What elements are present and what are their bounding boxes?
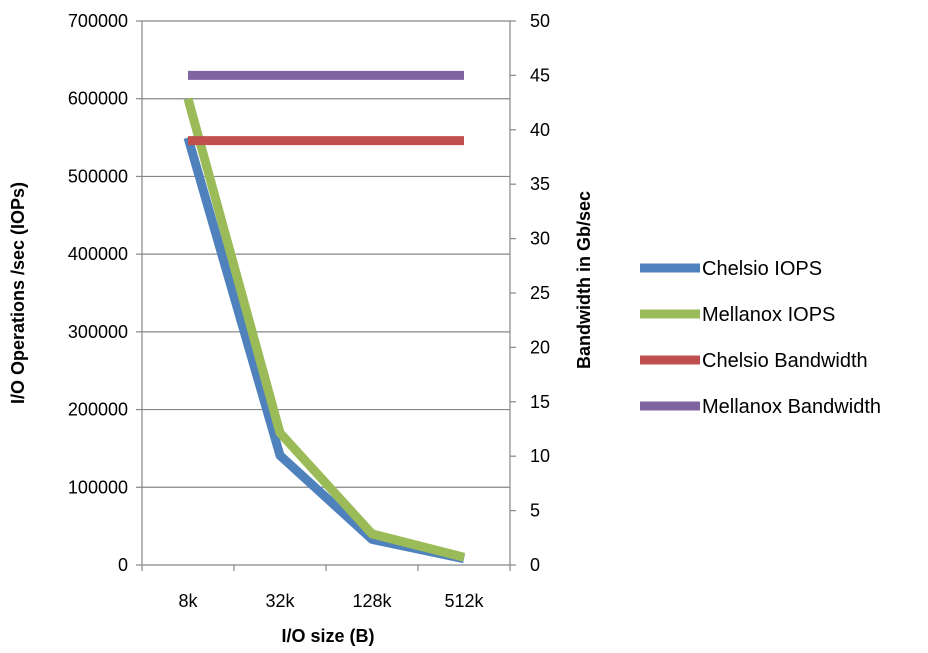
x-axis-title: I/O size (B) (281, 626, 374, 646)
y2-tick-label: 20 (530, 337, 550, 357)
gridlines (142, 20, 510, 488)
y2-axis-title: Bandwidth in Gb/sec (574, 191, 594, 369)
series-line-chelsio-iops (183, 136, 465, 564)
y2-tick-label: 30 (530, 229, 550, 249)
legend-label-mellanox-bandwidth: Mellanox Bandwidth (702, 396, 881, 418)
x-tick-label: 128k (352, 591, 392, 611)
series-line-mellanox-iops (183, 97, 466, 562)
y-tick-label: 700000 (68, 11, 128, 31)
y-tick-label: 0 (118, 555, 128, 575)
y2-tick-label: 40 (530, 120, 550, 140)
x-axis-tick-labels: 8k 32k 128k 512k (178, 591, 484, 611)
x-tick-label: 8k (178, 591, 198, 611)
y-tick-label: 600000 (68, 89, 128, 109)
y-tick-label: 400000 (68, 244, 128, 264)
series-lines (183, 70, 466, 564)
y2-tick-label: 45 (530, 65, 550, 85)
y-tick-label: 100000 (68, 477, 128, 497)
legend: Chelsio IOPS Mellanox IOPS Chelsio Bandwid… (640, 258, 881, 418)
legend-label-chelsio-bandwidth: Chelsio Bandwidth (702, 350, 868, 372)
y-tick-label: 500000 (68, 166, 128, 186)
y2-tick-label: 0 (530, 555, 540, 575)
y2-tick-label: 50 (530, 11, 550, 31)
legend-label-chelsio-iops: Chelsio IOPS (702, 258, 822, 280)
y-tick-label: 200000 (68, 400, 128, 420)
y2-axis-tick-labels: 0 5 10 15 20 25 30 35 40 45 50 (530, 11, 550, 575)
y-axis-tick-labels: 0 100000 200000 300000 400000 500000 600000 700… (68, 11, 128, 575)
y2-tick-label: 15 (530, 392, 550, 412)
y2-tick-label: 25 (530, 283, 550, 303)
y2-tick-label: 35 (530, 174, 550, 194)
y-tick-label: 300000 (68, 322, 128, 342)
x-tick-label: 32k (265, 591, 295, 611)
y2-tick-label: 10 (530, 446, 550, 466)
y-axis-title: I/O Operations /sec (IOPs) (8, 182, 28, 404)
legend-label-mellanox-iops: Mellanox IOPS (702, 304, 835, 326)
axes (136, 20, 516, 571)
x-tick-label: 512k (444, 591, 484, 611)
y2-tick-label: 5 (530, 501, 540, 521)
